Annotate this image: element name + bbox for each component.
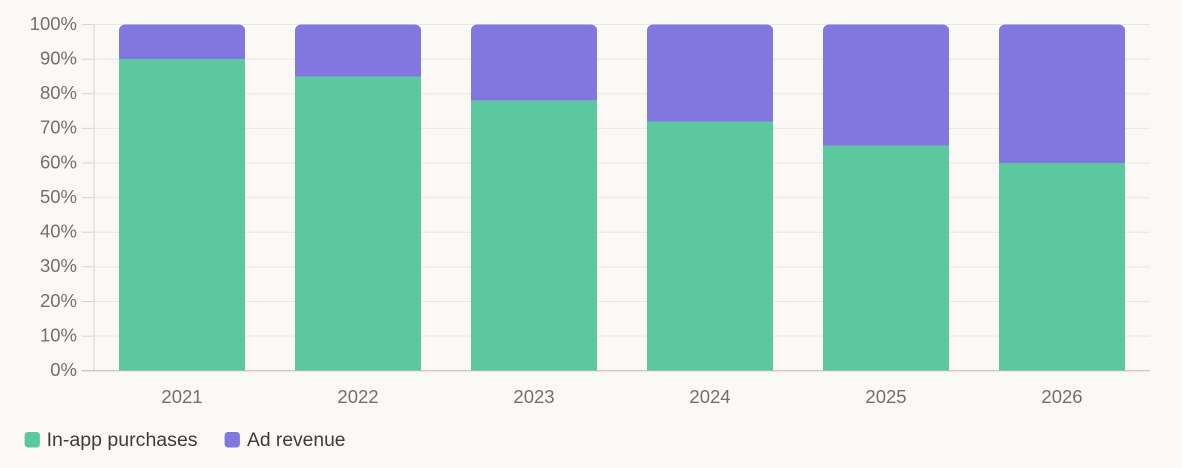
svg-text:2022: 2022 [337,386,378,407]
svg-text:2023: 2023 [513,386,554,407]
svg-text:30%: 30% [40,255,77,276]
svg-text:2025: 2025 [865,386,906,407]
svg-text:2021: 2021 [161,386,202,407]
svg-text:2026: 2026 [1041,386,1082,407]
svg-text:80%: 80% [40,82,77,103]
svg-text:100%: 100% [30,13,77,34]
svg-text:Ad revenue: Ad revenue [247,430,346,451]
svg-text:60%: 60% [40,151,77,172]
svg-text:40%: 40% [40,221,77,242]
svg-text:20%: 20% [40,290,77,311]
svg-text:50%: 50% [40,186,77,207]
svg-text:0%: 0% [50,359,77,380]
svg-text:10%: 10% [40,324,77,345]
svg-text:70%: 70% [40,117,77,138]
svg-text:90%: 90% [40,47,77,68]
svg-text:2024: 2024 [689,386,730,407]
svg-text:In-app purchases: In-app purchases [47,430,198,451]
